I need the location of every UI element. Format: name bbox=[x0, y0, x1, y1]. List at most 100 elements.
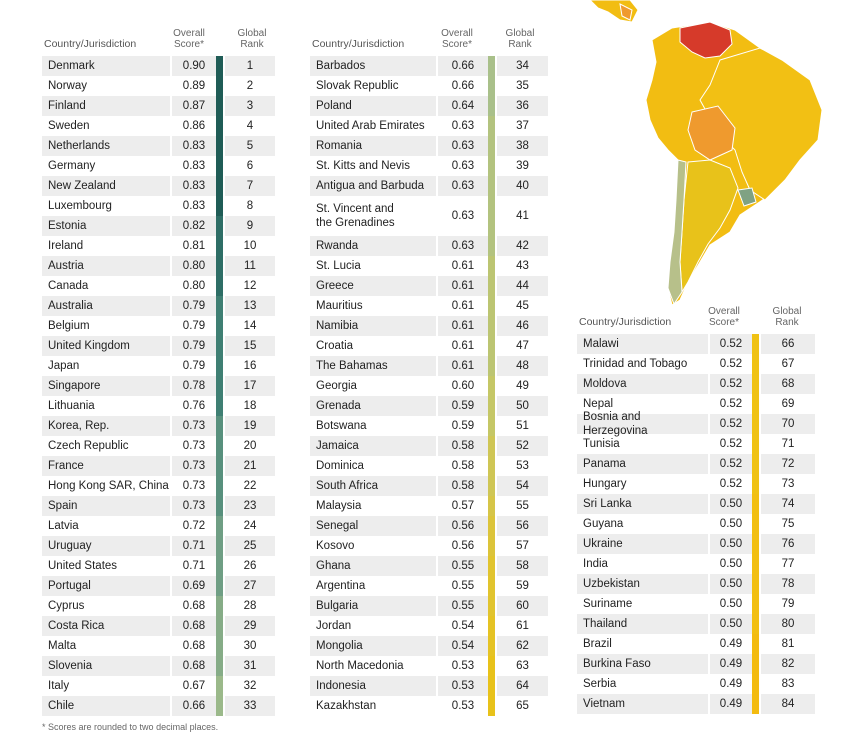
overall-score: 0.79 bbox=[182, 360, 206, 372]
overall-score: 0.63 bbox=[451, 120, 475, 132]
overall-score: 0.57 bbox=[451, 500, 475, 512]
table-row: Thailand 0.50 80 bbox=[577, 614, 815, 634]
table-row: Vietnam 0.49 84 bbox=[577, 694, 815, 714]
overall-score: 0.54 bbox=[438, 636, 488, 656]
country-name: North Macedonia bbox=[316, 660, 404, 672]
score-color-bar bbox=[488, 616, 495, 636]
score-color-bar bbox=[216, 676, 223, 696]
overall-score: 0.60 bbox=[451, 380, 475, 392]
global-rank: 26 bbox=[243, 560, 257, 572]
country-name: Singapore bbox=[42, 376, 170, 396]
score-color-bar bbox=[216, 296, 223, 316]
score-color-bar bbox=[488, 516, 495, 536]
score-color-bar bbox=[488, 376, 495, 396]
country-name: Nepal bbox=[583, 398, 614, 410]
overall-score: 0.50 bbox=[719, 518, 743, 530]
score-color-bar bbox=[752, 674, 759, 694]
overall-score: 0.53 bbox=[438, 676, 488, 696]
table-row: Croatia 0.61 47 bbox=[310, 336, 544, 356]
country-name: Greece bbox=[310, 276, 436, 296]
overall-score: 0.61 bbox=[451, 300, 475, 312]
table-row: Costa Rica 0.68 29 bbox=[42, 616, 276, 636]
country-name: Latvia bbox=[48, 520, 79, 532]
country-name: Croatia bbox=[316, 340, 354, 352]
overall-score: 0.66 bbox=[451, 80, 475, 92]
global-rank: 52 bbox=[497, 436, 548, 456]
global-rank: 38 bbox=[497, 136, 548, 156]
country-name: Ukraine bbox=[577, 534, 708, 554]
table-row: United Kingdom 0.79 15 bbox=[42, 336, 276, 356]
country-name: Brazil bbox=[583, 638, 612, 650]
table-row: Portugal 0.69 27 bbox=[42, 576, 276, 596]
table-row: Burkina Faso 0.49 82 bbox=[577, 654, 815, 674]
ranking-table-2: Country/Jurisdiction Overall Score* Globa… bbox=[310, 16, 548, 716]
global-rank: 41 bbox=[516, 210, 529, 222]
overall-score: 0.49 bbox=[710, 694, 752, 714]
overall-score: 0.82 bbox=[172, 216, 216, 236]
table-row: India 0.50 77 bbox=[577, 554, 811, 574]
overall-score: 0.83 bbox=[172, 136, 216, 156]
country-name: Norway bbox=[48, 80, 87, 92]
overall-score: 0.53 bbox=[451, 700, 475, 712]
map-region-cuba bbox=[619, 3, 633, 21]
overall-score: 0.52 bbox=[710, 374, 752, 394]
table-row: Tunisia 0.52 71 bbox=[577, 434, 811, 454]
country-name: Bulgaria bbox=[310, 596, 436, 616]
score-color-bar bbox=[488, 436, 495, 456]
overall-score: 0.87 bbox=[172, 96, 216, 116]
score-column-header: Overall Score* bbox=[173, 28, 205, 50]
country-name: France bbox=[42, 456, 170, 476]
score-color-bar bbox=[216, 176, 223, 196]
overall-score: 0.61 bbox=[451, 260, 475, 272]
overall-score: 0.63 bbox=[438, 136, 488, 156]
overall-score: 0.49 bbox=[719, 638, 743, 650]
score-color-bar bbox=[216, 536, 223, 556]
country-name: Romania bbox=[310, 136, 436, 156]
country-name: Sri Lanka bbox=[577, 494, 708, 514]
country-name: Malawi bbox=[577, 334, 708, 354]
overall-score: 0.79 bbox=[172, 336, 216, 356]
table-row: Malaysia 0.57 55 bbox=[310, 496, 544, 516]
country-name: Ireland bbox=[48, 240, 84, 252]
score-color-bar bbox=[752, 634, 759, 654]
country-name: Jamaica bbox=[310, 436, 436, 456]
score-color-bar bbox=[752, 534, 759, 554]
country-name: The Bahamas bbox=[310, 356, 436, 376]
table-body: Barbados 0.66 34 Slovak Republic 0.66 35 Polan… bbox=[310, 56, 548, 716]
global-rank: 58 bbox=[497, 556, 548, 576]
global-rank: 79 bbox=[781, 598, 795, 610]
global-rank: 19 bbox=[225, 416, 275, 436]
overall-score: 0.68 bbox=[182, 600, 206, 612]
global-rank: 13 bbox=[225, 296, 275, 316]
global-rank: 35 bbox=[516, 80, 529, 92]
footnote: * Scores are rounded to two decimal plac… bbox=[42, 722, 219, 732]
global-rank: 36 bbox=[497, 96, 548, 116]
score-color-bar bbox=[752, 474, 759, 494]
global-rank: 20 bbox=[243, 440, 257, 452]
country-name: Georgia bbox=[316, 380, 357, 392]
country-name: Dominica bbox=[316, 460, 364, 472]
score-color-bar bbox=[488, 576, 495, 596]
global-rank: 57 bbox=[516, 540, 529, 552]
table-row: Panama 0.52 72 bbox=[577, 454, 815, 474]
overall-score: 0.80 bbox=[182, 280, 206, 292]
country-name: Spain bbox=[42, 496, 170, 516]
score-color-bar bbox=[488, 556, 495, 576]
country-name: St. Lucia bbox=[316, 260, 361, 272]
score-color-bar bbox=[752, 574, 759, 594]
overall-score: 0.90 bbox=[172, 56, 216, 76]
country-name: Finland bbox=[42, 96, 170, 116]
table-row: Indonesia 0.53 64 bbox=[310, 676, 548, 696]
score-color-bar bbox=[752, 494, 759, 514]
table-row: Trinidad and Tobago 0.52 67 bbox=[577, 354, 811, 374]
country-name: Chile bbox=[42, 696, 170, 716]
overall-score: 0.59 bbox=[451, 420, 475, 432]
map-region-uruguay bbox=[737, 187, 757, 207]
score-color-bar bbox=[216, 616, 223, 636]
table-row: Dominica 0.58 53 bbox=[310, 456, 544, 476]
map-region-chile bbox=[667, 159, 687, 306]
score-color-bar bbox=[488, 76, 495, 96]
score-color-bar bbox=[488, 696, 495, 716]
country-name: Slovak Republic bbox=[316, 80, 399, 92]
overall-score: 0.61 bbox=[438, 356, 488, 376]
